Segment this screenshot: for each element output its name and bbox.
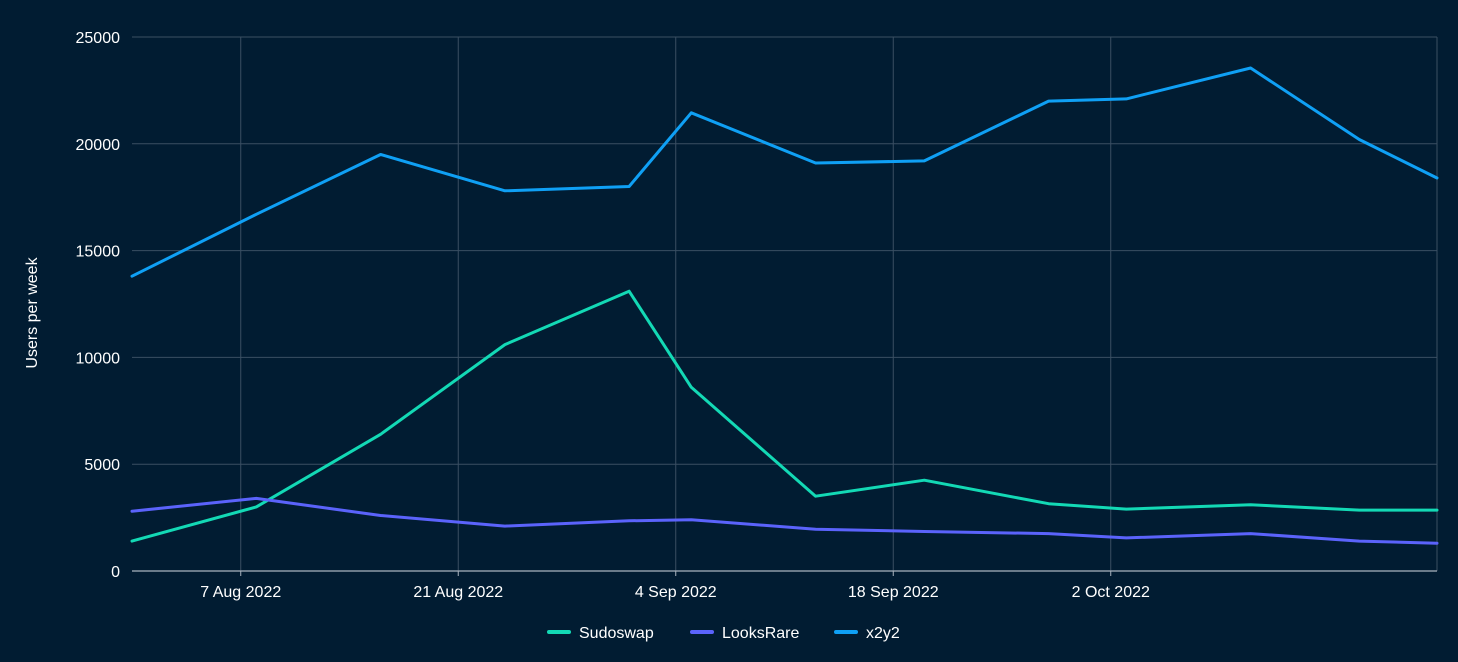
x-tick-label: 18 Sep 2022 — [848, 584, 939, 601]
axes: Users per week 0 5000 10000 15000 20000 25000… — [24, 30, 1437, 601]
x-tick-label: 7 Aug 2022 — [200, 584, 281, 601]
series-line-looksrare — [130, 496, 1439, 545]
legend-item-sudoswap[interactable]: Sudoswap — [547, 625, 654, 642]
legend: Sudoswap LooksRare x2y2 — [547, 625, 900, 642]
legend-label: x2y2 — [866, 625, 900, 642]
legend-label: Sudoswap — [579, 625, 654, 642]
legend-label: LooksRare — [722, 625, 799, 642]
y-tick-label: 0 — [111, 564, 120, 581]
legend-item-looksrare[interactable]: LooksRare — [690, 625, 799, 642]
y-tick-label: 20000 — [76, 137, 121, 154]
y-tick-label: 25000 — [76, 30, 121, 47]
series-lines — [130, 66, 1439, 545]
x-tick-label: 4 Sep 2022 — [635, 584, 717, 601]
legend-item-x2y2[interactable]: x2y2 — [834, 625, 900, 642]
x-tick-label: 21 Aug 2022 — [413, 584, 503, 601]
grid-lines — [132, 36, 1438, 571]
y-tick-label: 15000 — [76, 244, 121, 261]
series-line-x2y2 — [130, 66, 1439, 278]
x-tick-label: 2 Oct 2022 — [1072, 584, 1150, 601]
y-axis-label: Users per week — [24, 256, 41, 368]
series-line-sudoswap — [130, 289, 1439, 543]
y-tick-label: 5000 — [84, 457, 120, 474]
y-tick-label: 10000 — [76, 350, 121, 367]
